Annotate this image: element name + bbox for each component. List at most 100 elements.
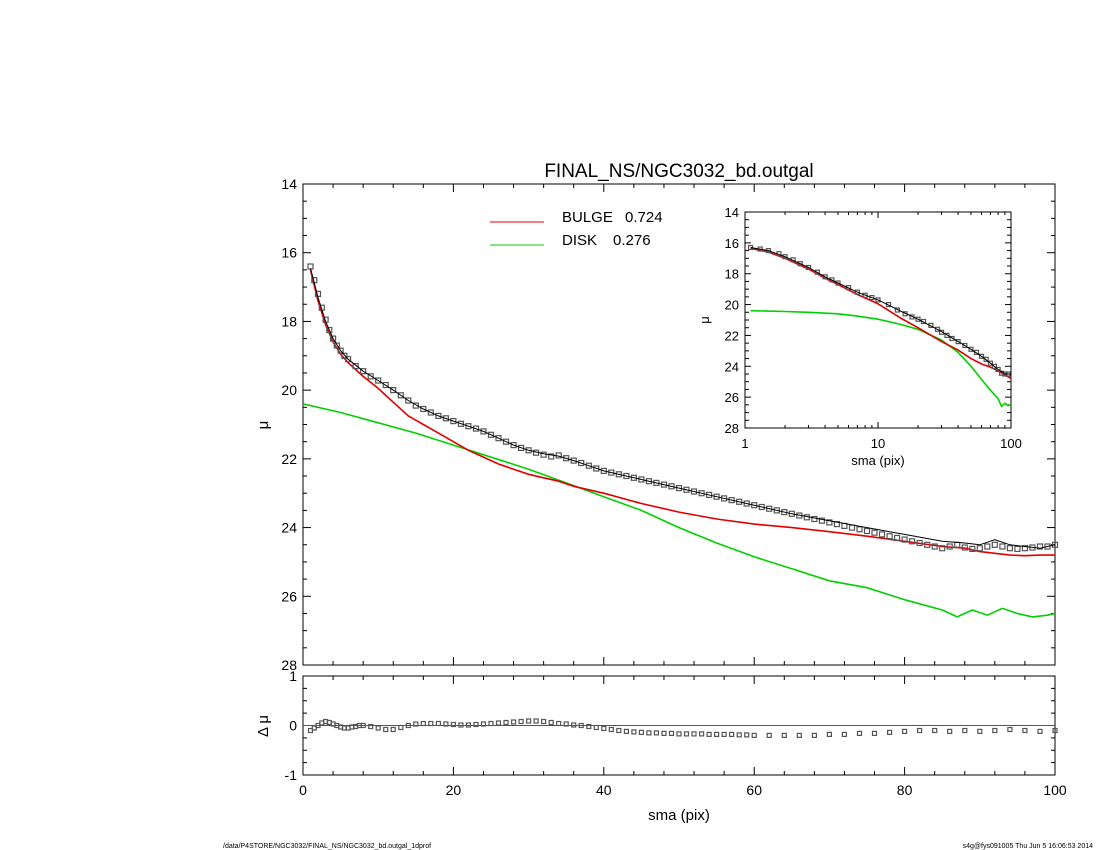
x-tick-label: 100 <box>1043 782 1067 798</box>
data-point-residual <box>1022 727 1028 734</box>
main-axis-ticks: 14 16 18 20 22 24 26 28 <box>281 176 1056 673</box>
y-tick-label: 0 <box>289 718 297 734</box>
data-point-data <box>382 381 389 389</box>
data-point-data <box>829 277 835 283</box>
data-point-data <box>983 356 989 362</box>
data-point-data <box>330 335 337 342</box>
data-point-data <box>326 326 333 334</box>
y-tick-label: 18 <box>725 267 739 282</box>
series-line-disk <box>302 403 1056 618</box>
data-point-data <box>510 442 517 449</box>
data-point-data <box>961 544 968 551</box>
data-point-data <box>1014 545 1021 553</box>
y-tick-label: 22 <box>725 328 739 343</box>
data-point-data <box>653 479 660 486</box>
data-point-data <box>991 363 998 369</box>
data-point-residual <box>841 731 848 738</box>
y-tick-label: 14 <box>725 205 739 220</box>
data-point-residual <box>488 720 494 727</box>
data-point-residual <box>616 727 622 734</box>
data-point-residual <box>420 720 426 727</box>
data-point-data <box>375 377 382 384</box>
data-point-data <box>826 519 833 526</box>
inset-axis-ticks: 1 10 100 14 16 18 20 22 24 26 28 <box>725 205 1022 451</box>
data-point-data <box>457 420 464 427</box>
y-tick-label: 24 <box>281 520 297 536</box>
data-point-residual <box>646 730 652 736</box>
data-point-residual <box>736 732 742 738</box>
data-point-data <box>397 392 404 399</box>
data-point-data <box>487 431 495 438</box>
data-point-residual <box>653 730 660 736</box>
legend-label-disk: DISK <box>562 232 597 249</box>
data-point-residual <box>368 723 374 730</box>
y-tick-label: 22 <box>281 451 297 467</box>
data-point-data <box>901 536 908 543</box>
y-tick-label: 20 <box>725 298 739 313</box>
data-point-data <box>962 342 968 349</box>
y-tick-label: 14 <box>281 176 297 192</box>
data-point-residual <box>495 720 502 726</box>
x-tick-label: 10 <box>871 436 885 451</box>
data-point-data <box>773 507 780 514</box>
data-point-data <box>805 264 812 271</box>
data-point-data <box>875 297 881 303</box>
data-point-data <box>856 526 863 533</box>
data-point-residual <box>698 731 705 737</box>
data-point-residual <box>901 728 908 735</box>
data-point-residual <box>1052 727 1058 734</box>
data-point-data <box>915 316 921 322</box>
data-point-residual <box>503 719 509 726</box>
data-point-data <box>869 295 875 301</box>
data-point-residual <box>781 732 787 739</box>
data-point-data <box>1044 543 1051 550</box>
data-point-residual <box>992 727 998 734</box>
data-point-data <box>781 509 788 516</box>
legend-value-bulge: 0.724 <box>625 209 663 226</box>
data-point-data <box>886 533 893 540</box>
x-tick-label: 1 <box>741 436 748 451</box>
data-point-data <box>944 332 950 338</box>
data-point-residual <box>473 721 479 728</box>
y-tick-label: 28 <box>281 657 297 673</box>
data-point-data <box>502 438 510 445</box>
data-point-data <box>743 500 750 507</box>
y-tick-label: 16 <box>281 245 297 261</box>
data-point-data <box>645 478 653 485</box>
data-point-data <box>450 418 457 425</box>
footer-timestamp: s4g@fys091005 Thu Jun 5 16:06:53 2014 <box>963 843 1093 850</box>
data-point-residual <box>766 732 772 739</box>
x-tick-label: 60 <box>746 782 762 798</box>
data-point-data <box>540 451 547 458</box>
data-point-data <box>578 459 585 467</box>
data-point-data <box>978 353 985 359</box>
data-point-residual <box>375 725 381 731</box>
data-point-data <box>822 274 828 280</box>
data-point-data <box>955 339 961 345</box>
data-point-data <box>924 541 931 548</box>
data-point-residual <box>631 729 637 735</box>
data-point-data <box>811 515 818 523</box>
data-point-data <box>848 524 856 531</box>
data-point-residual <box>511 719 517 725</box>
legend-label-bulge: BULGE <box>562 209 613 226</box>
data-point-data <box>683 486 690 493</box>
data-point-data <box>818 517 826 524</box>
data-point-data <box>814 269 821 275</box>
data-point-data <box>984 543 991 550</box>
y-tick-label: 20 <box>281 382 297 398</box>
data-point-data <box>675 485 683 492</box>
data-point-data <box>442 415 449 422</box>
data-point-residual <box>811 732 818 739</box>
data-point-residual <box>856 730 863 737</box>
x-tick-label: 100 <box>1000 436 1022 451</box>
y-tick-label: 1 <box>289 668 297 684</box>
data-point-data <box>1036 543 1044 550</box>
data-point-residual <box>728 731 735 738</box>
data-point-data <box>435 412 442 419</box>
data-point-residual <box>586 723 592 730</box>
data-point-residual <box>390 726 396 733</box>
data-point-data <box>871 529 878 536</box>
data-point-data <box>987 360 994 366</box>
